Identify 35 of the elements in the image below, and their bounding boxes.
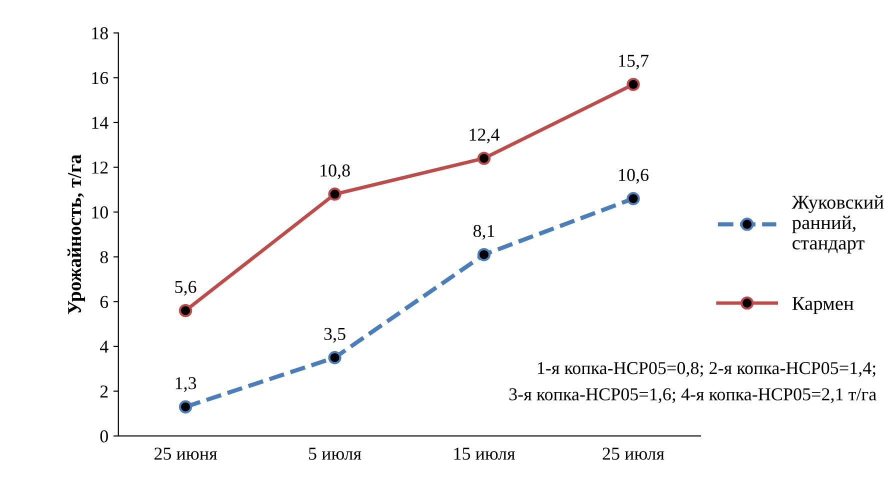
y-tick-label: 0 — [100, 430, 108, 442]
x-tick-label: 25 июня — [154, 448, 218, 460]
data-label: 10,6 — [619, 168, 649, 184]
y-tick-label: 12 — [92, 162, 108, 174]
x-tick-label: 15 июля — [454, 448, 515, 460]
annotation: 3-я копка-НСР05=1,6; 4-я копка-НСР05=2,1 т/га — [509, 388, 876, 404]
y-tick-label: 14 — [92, 116, 108, 129]
point — [178, 304, 192, 318]
y-tick-label: 8 — [100, 251, 108, 264]
data-label: 10,8 — [320, 164, 350, 180]
point — [178, 400, 192, 414]
data-label: 5,6 — [175, 280, 196, 296]
y-tick-label: 10 — [92, 206, 108, 218]
x-tick-label: 25 июля — [602, 448, 664, 460]
y-axis-title: Урожайность, т/га — [68, 154, 86, 314]
point — [328, 351, 342, 364]
y-tick-label: 4 — [100, 340, 108, 353]
data-label: 8,1 — [473, 224, 494, 240]
y-tick-label: 6 — [100, 296, 108, 308]
point — [626, 192, 640, 206]
annotation: 1-я копка-НСР05=0,8; 2-я копка-НСР05=1,4; — [538, 362, 876, 377]
data-label: 15,7 — [619, 54, 649, 70]
point — [477, 248, 491, 262]
x-tick-label: 5 июля — [309, 448, 362, 460]
y-tick-label: 16 — [92, 72, 108, 84]
data-label: 12,4 — [470, 128, 500, 144]
data-label: 3,5 — [324, 328, 346, 343]
y-tick-label: 18 — [92, 27, 108, 40]
data-label: 1,3 — [176, 377, 196, 392]
legend-label: Жуковский ранний, стандарт — [792, 195, 884, 254]
point — [328, 188, 342, 201]
point — [477, 152, 491, 165]
point — [626, 78, 640, 92]
legend-label: Кармен — [792, 297, 854, 314]
y-tick-label: 2 — [100, 386, 108, 398]
